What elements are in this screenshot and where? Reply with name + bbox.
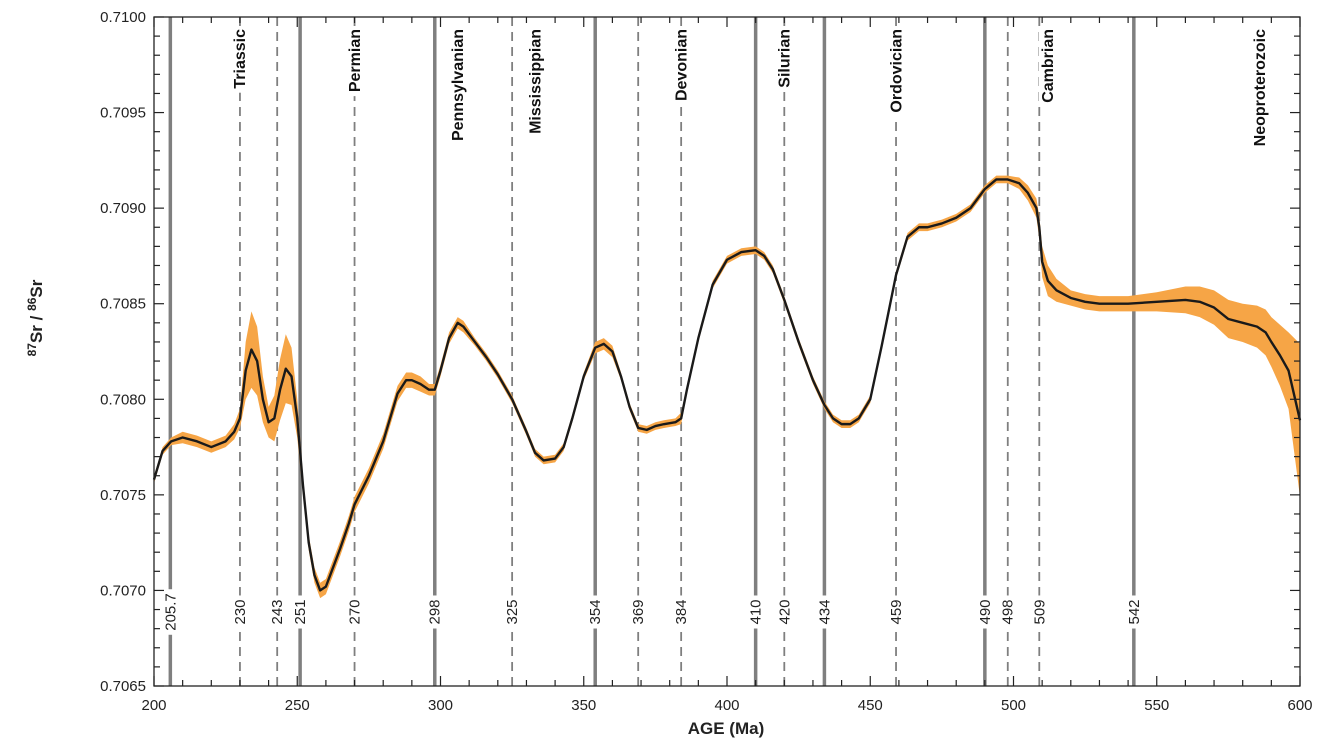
period-label: Ordovician	[888, 29, 905, 113]
period-label: Pennsylvanian	[450, 29, 467, 141]
boundary-age-label: 410	[748, 599, 765, 624]
boundary-label-bg	[588, 595, 605, 629]
y-axis-separator: /	[27, 311, 46, 325]
boundary-age-label: 434	[816, 599, 833, 624]
period-label: Devonian	[673, 29, 690, 101]
boundary-age-label: 490	[977, 599, 994, 624]
boundary-label-bg	[347, 595, 364, 629]
boundary-label-bg	[674, 595, 691, 629]
y-axis-isotope-b: 86	[25, 297, 39, 311]
x-tick-label: 350	[571, 697, 596, 714]
x-tick-label: 400	[714, 697, 739, 714]
boundary-age-label: 509	[1031, 599, 1048, 624]
period-label-bg	[230, 27, 249, 93]
boundary-label-bg	[631, 595, 648, 629]
boundary-age-label: 420	[776, 599, 793, 624]
period-label-bg	[887, 27, 906, 117]
boundary-label-bg	[232, 595, 249, 629]
boundary-label-bg	[1126, 595, 1143, 629]
uncertainty-band	[154, 175, 1300, 599]
boundary-age-label: 205.7	[162, 593, 179, 631]
boundary-label-bg	[505, 595, 522, 629]
boundary-label-bg	[977, 595, 994, 629]
x-tick-label: 550	[1144, 697, 1169, 714]
boundary-label-bg	[427, 595, 444, 629]
boundary-label-bg	[889, 595, 906, 629]
y-tick-label: 0.7070	[100, 582, 146, 599]
period-label: Silurian	[777, 29, 794, 88]
period-label: Neoproterozoic	[1252, 29, 1269, 146]
period-label-bg	[526, 27, 545, 138]
period-label-bg	[1038, 27, 1057, 107]
period-label-bg	[672, 27, 691, 106]
x-tick-label: 600	[1287, 697, 1312, 714]
period-label: Triassic	[232, 29, 249, 89]
axes: 200 250 300 350 400 450 500 550 600 0.7065 0.7070 0…	[100, 9, 1312, 714]
boundary-label-bg	[748, 595, 765, 629]
boundary-label-bg	[777, 595, 794, 629]
boundary-lines: 205.7 230 243 251 270 298 325 354 369 384 410 420 43…	[162, 17, 1143, 686]
boundary-label-bg	[1032, 595, 1049, 629]
period-label: Permian	[347, 29, 364, 92]
y-axis-isotope-a: 87	[25, 343, 39, 357]
x-tick-label: 300	[428, 697, 453, 714]
y-tick-label: 0.7085	[100, 296, 146, 313]
x-tick-label: 500	[1001, 697, 1026, 714]
boundary-age-label: 369	[630, 599, 647, 624]
boundary-age-label: 354	[587, 599, 604, 624]
period-label-bg	[1250, 27, 1269, 151]
y-axis-title: 87Sr / 86Sr	[25, 279, 46, 356]
y-tick-label: 0.7090	[100, 200, 146, 217]
boundary-age-label: 384	[673, 599, 690, 624]
boundary-age-label: 325	[504, 599, 521, 624]
boundary-age-label: 270	[347, 599, 364, 624]
period-label-bg	[775, 27, 794, 92]
boundary-age-label: 243	[269, 599, 286, 624]
y-tick-label: 0.7075	[100, 487, 146, 504]
boundary-label-bg	[270, 595, 287, 629]
period-labels: Triassic Permian Pennsylvanian Mississippia…	[230, 27, 1269, 151]
boundary-label-bg	[163, 589, 180, 635]
strontium-curve	[152, 178, 1302, 592]
boundary-age-label: 251	[292, 599, 309, 624]
period-label-bg	[345, 27, 364, 97]
x-axis-title: AGE (Ma)	[688, 719, 765, 738]
boundary-age-label: 230	[232, 599, 249, 624]
y-tick-label: 0.7080	[100, 391, 146, 408]
x-tick-label: 200	[141, 697, 166, 714]
boundary-age-label: 298	[427, 599, 444, 624]
x-tick-label: 450	[858, 697, 883, 714]
period-label: Cambrian	[1040, 29, 1057, 103]
curve-line	[152, 178, 1302, 592]
boundary-age-label: 542	[1126, 599, 1143, 624]
y-tick-label: 0.7100	[100, 9, 146, 26]
y-tick-label: 0.7095	[100, 105, 146, 122]
boundary-age-label: 459	[888, 599, 905, 624]
boundary-label-bg	[293, 595, 310, 629]
x-tick-label: 250	[285, 697, 310, 714]
band-area	[154, 175, 1300, 599]
period-label: Mississippian	[527, 29, 544, 134]
boundary-label-bg	[1000, 595, 1017, 629]
boundary-age-label: 498	[1000, 599, 1017, 624]
y-axis-element-b: Sr	[27, 279, 46, 297]
period-label-bg	[448, 27, 467, 146]
y-tick-label: 0.7065	[100, 678, 146, 695]
y-axis-element-a: Sr	[27, 325, 46, 343]
boundary-label-bg	[817, 595, 834, 629]
